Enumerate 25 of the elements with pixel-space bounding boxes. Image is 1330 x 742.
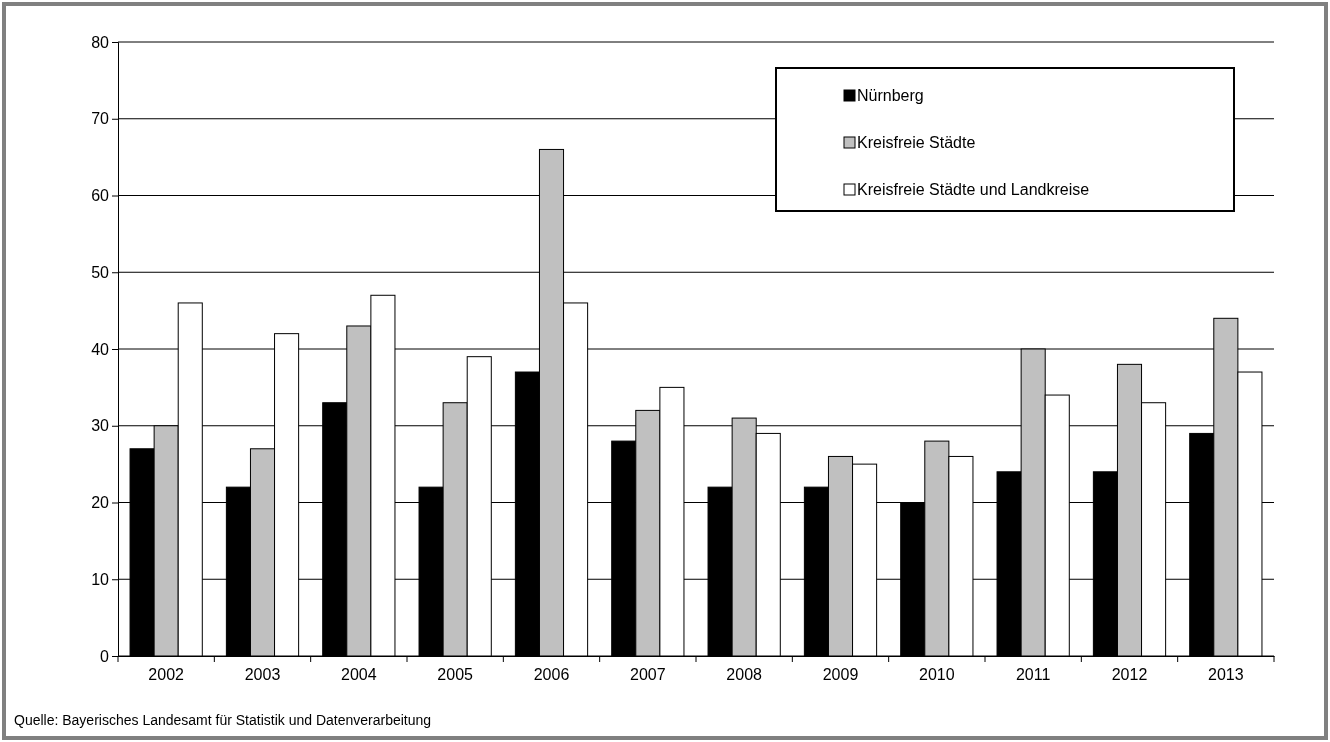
x-tick-label: 2004 (341, 665, 377, 683)
legend-label: Nürnberg (857, 87, 924, 104)
x-tick-label: 2013 (1208, 665, 1244, 683)
y-tick-label: 30 (91, 417, 110, 435)
legend-label: Kreisfreie Städte und Landkreise (857, 181, 1090, 198)
x-tick-label: 2010 (919, 665, 955, 683)
y-tick-label: 70 (91, 110, 110, 128)
legend-label: Kreisfreie Städte (857, 134, 976, 151)
source-note: Quelle: Bayerisches Landesamt für Statistik und Datenverarbeitung (14, 712, 432, 728)
y-tick-label: 80 (91, 33, 110, 51)
y-tick-label: 50 (91, 263, 110, 281)
x-tick-label: 2002 (148, 665, 185, 683)
y-tick-label: 60 (91, 187, 110, 205)
y-tick-label: 40 (91, 340, 110, 358)
y-tick-label: 10 (91, 570, 110, 588)
x-tick-label: 2005 (437, 665, 474, 683)
x-tick-label: 2006 (533, 665, 570, 683)
y-tick-label: 20 (91, 494, 110, 512)
y-tick-label: 0 (100, 647, 110, 665)
x-tick-label: 2003 (244, 665, 281, 683)
x-tick-label: 2009 (822, 665, 859, 683)
x-tick-label: 2012 (1111, 665, 1148, 683)
x-tick-label: 2011 (1015, 665, 1051, 683)
x-tick-label: 2007 (630, 665, 666, 683)
x-tick-label: 2008 (726, 665, 763, 683)
